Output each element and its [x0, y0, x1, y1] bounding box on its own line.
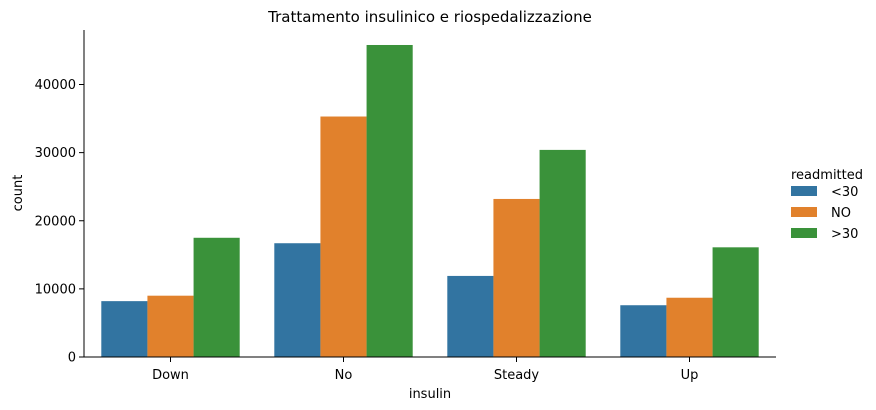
y-tick-label: 0 [68, 351, 76, 366]
x-tick-label-no: No [335, 368, 353, 383]
legend-title: readmitted [791, 168, 863, 183]
bar-no-series-1 [320, 116, 367, 358]
bar-no-series-0 [274, 243, 321, 357]
x-axis-label: insulin [409, 387, 451, 402]
y-tick-label: 20000 [35, 214, 76, 229]
bar-no-series-2 [366, 44, 413, 358]
bar-steady-series-2 [539, 149, 586, 357]
bar-steady-series-1 [493, 198, 540, 357]
legend-label-series-2: >30 [831, 227, 858, 242]
bar-down-series-0 [101, 301, 148, 357]
legend-label-series-0: <30 [831, 185, 858, 200]
x-tick-label-up: Up [681, 368, 699, 383]
y-axis-label: count [11, 175, 26, 212]
x-tick-label-down: Down [152, 368, 189, 383]
y-tick-label: 10000 [35, 282, 76, 297]
bar-up-series-0 [620, 305, 667, 357]
bars-group [101, 44, 759, 358]
chart-title: Trattamento insulinico e riospedalizzazi… [267, 8, 592, 26]
legend-swatch-series-2 [791, 228, 817, 238]
legend-swatch-series-1 [791, 207, 817, 217]
legend: readmitted <30 NO >30 [791, 168, 863, 242]
legend-swatch-series-0 [791, 186, 817, 196]
bar-up-series-2 [712, 247, 759, 357]
bar-steady-series-0 [447, 275, 494, 357]
bar-down-series-2 [193, 237, 240, 357]
y-tick-label: 40000 [35, 78, 76, 93]
bar-up-series-1 [666, 297, 713, 357]
x-ticks-group: Down No Steady Up [152, 357, 698, 383]
bar-down-series-1 [147, 295, 194, 357]
y-tick-label: 30000 [35, 146, 76, 161]
x-tick-label-steady: Steady [494, 368, 540, 383]
legend-label-series-1: NO [831, 206, 851, 221]
y-ticks-group: 0 10000 20000 30000 40000 [35, 78, 84, 366]
